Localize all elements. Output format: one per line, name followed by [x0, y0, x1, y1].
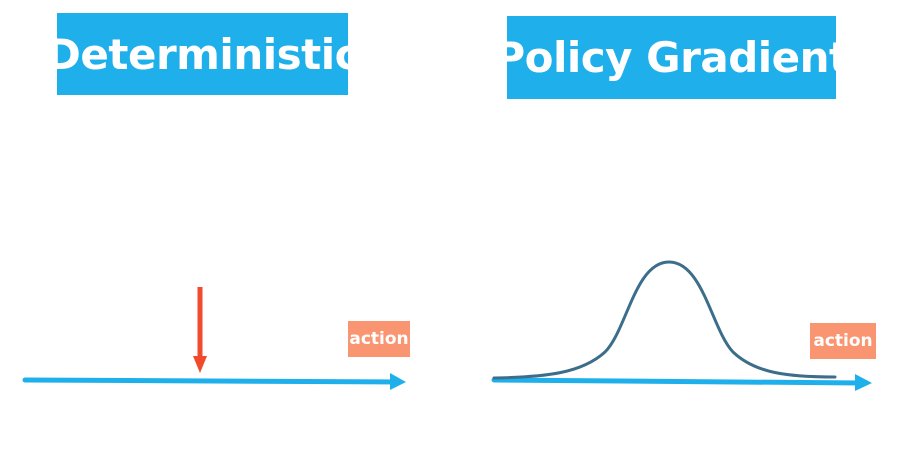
action-axis-arrowhead	[855, 374, 872, 391]
deterministic-panel: Deterministic action	[22, 13, 410, 390]
selected-action-arrowhead	[193, 356, 207, 373]
action-axis-line	[491, 377, 865, 386]
deterministic-title: Deterministic	[46, 13, 359, 95]
action-axis-line	[22, 377, 401, 385]
action-label: action	[348, 321, 410, 357]
action-axis-arrowhead	[390, 373, 406, 390]
deterministic-diagram	[22, 287, 406, 390]
policy-gradient-diagram	[491, 260, 872, 391]
action-distribution-curve	[492, 260, 837, 380]
action-label: action	[810, 323, 876, 359]
policy-gradient-panel: Policy Gradient action	[457, 0, 914, 457]
policy-gradient-title: Policy Gradient	[494, 16, 849, 99]
